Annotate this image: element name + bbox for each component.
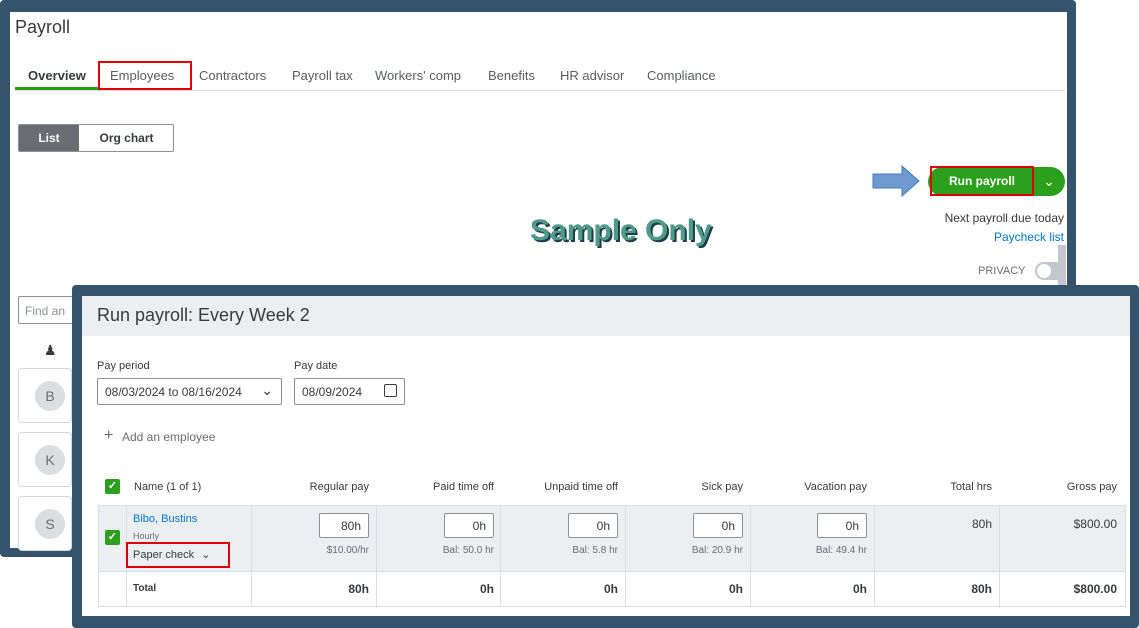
payment-method-value: Paper check: [133, 549, 195, 561]
total-row: [98, 571, 1125, 607]
total-regular-pay: 80h: [348, 582, 369, 596]
active-tab-indicator: [15, 87, 98, 90]
sample-watermark: Sample Only: [530, 214, 712, 247]
tab-payroll-tax[interactable]: Payroll tax: [292, 68, 353, 83]
arrow-pointer-icon: [872, 165, 920, 197]
total-gross-pay: $800.00: [1073, 582, 1117, 596]
org-chart-button[interactable]: Org chart: [99, 131, 154, 145]
tab-contractors[interactable]: Contractors: [199, 68, 267, 83]
column-header-gross-pay: Gross pay: [1066, 481, 1117, 493]
total-sick-pay: 0h: [728, 582, 743, 596]
row-total-hrs: 80h: [971, 517, 992, 531]
dialog-header: [82, 296, 1130, 336]
column-header-sick-pay: Sick pay: [701, 481, 743, 493]
person-icon: ♟: [44, 342, 57, 358]
tab-employees[interactable]: Employees: [110, 68, 175, 83]
regular-pay-input[interactable]: 80h: [319, 513, 369, 538]
employee-checkbox[interactable]: ✓: [105, 530, 120, 545]
avatar: B: [35, 381, 65, 411]
hourly-rate: $10.00/hr: [326, 545, 369, 556]
total-vacation-pay: 0h: [852, 582, 867, 596]
find-employee-input[interactable]: Find an: [18, 296, 78, 324]
employee-card[interactable]: S: [18, 496, 72, 551]
payment-method-highlight: [126, 542, 230, 568]
column-header-regular-pay: Regular pay: [309, 481, 369, 493]
column-header-unpaid-time-off: Unpaid time off: [544, 481, 618, 493]
list-view-button[interactable]: List: [19, 125, 79, 151]
total-hrs: 80h: [971, 582, 992, 596]
unpaid-balance: Bal: 5.8 hr: [572, 545, 618, 556]
total-paid-time-off: 0h: [479, 582, 494, 596]
vacation-balance: Bal: 49.4 hr: [815, 545, 867, 556]
calendar-icon[interactable]: [384, 384, 397, 397]
pay-period-select[interactable]: 08/03/2024 to 08/16/2024 ⌄: [97, 378, 282, 405]
total-label: Total: [133, 583, 157, 594]
run-payroll-split-button: [928, 167, 1065, 196]
payment-method-select[interactable]: Paper check ⌄: [133, 548, 210, 561]
employee-card[interactable]: B: [18, 368, 72, 423]
privacy-toggle[interactable]: [1035, 262, 1065, 280]
employee-name-link[interactable]: Bibo, Bustins: [133, 513, 198, 525]
sick-pay-input[interactable]: 0h: [693, 513, 743, 538]
avatar: K: [35, 445, 65, 475]
next-payroll-due: Next payroll due today: [944, 211, 1064, 225]
paid-time-off-input[interactable]: 0h: [444, 513, 494, 538]
pay-type: Hourly: [133, 531, 160, 541]
paycheck-list-link[interactable]: Paycheck list: [993, 230, 1064, 244]
column-header-vacation-pay: Vacation pay: [804, 481, 867, 493]
pay-date-input[interactable]: 08/09/2024: [294, 378, 405, 405]
vacation-pay-input[interactable]: 0h: [817, 513, 867, 538]
select-all-checkbox[interactable]: ✓: [105, 479, 120, 494]
view-toggle: List Org chart: [18, 124, 174, 152]
page-title: Payroll: [15, 17, 71, 37]
sick-balance: Bal: 20.9 hr: [691, 545, 743, 556]
unpaid-time-off-input[interactable]: 0h: [568, 513, 618, 538]
column-header-paid-time-off: Paid time off: [433, 481, 494, 493]
tab-workers-comp[interactable]: Workers' comp: [375, 68, 462, 83]
chevron-down-icon: ⌄: [201, 549, 211, 561]
scrollbar[interactable]: [1058, 245, 1066, 285]
pay-period-value: 08/03/2024 to 08/16/2024: [105, 385, 242, 399]
tab-overview[interactable]: Overview: [28, 68, 86, 83]
column-header-total-hrs: Total hrs: [950, 481, 992, 493]
chevron-down-icon: ⌄: [261, 382, 273, 398]
employees-highlight: [98, 61, 192, 90]
pay-date-label: Pay date: [294, 360, 338, 372]
employee-card[interactable]: K: [18, 432, 72, 487]
total-unpaid-time-off: 0h: [603, 582, 618, 596]
avatar: S: [35, 509, 65, 539]
column-header-name: Name (1 of 1): [134, 481, 202, 493]
run-payroll-button[interactable]: Run payroll: [930, 166, 1034, 196]
privacy-label: PRIVACY: [978, 265, 1026, 277]
tab-benefits[interactable]: Benefits: [488, 68, 535, 83]
row-gross-pay: $800.00: [1073, 517, 1117, 531]
tabs-divider: [15, 90, 1065, 91]
pto-balance: Bal: 50.0 hr: [442, 545, 494, 556]
dialog-title: Run payroll: Every Week 2: [97, 305, 310, 325]
pay-period-label: Pay period: [97, 360, 150, 372]
add-employee-link[interactable]: Add an employee: [122, 430, 216, 444]
tab-hr-advisor[interactable]: HR advisor: [560, 68, 625, 83]
pay-date-value: 08/09/2024: [302, 385, 363, 399]
plus-icon: +: [104, 427, 114, 444]
tab-compliance[interactable]: Compliance: [647, 68, 716, 83]
run-payroll-dropdown-chevron-icon[interactable]: ⌄: [1043, 173, 1055, 189]
